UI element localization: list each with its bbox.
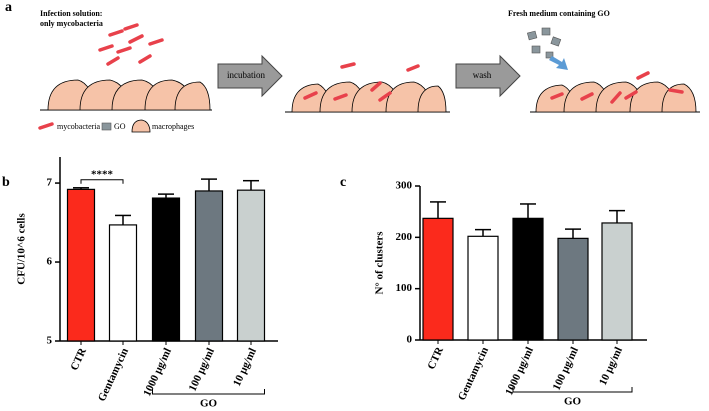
legend-label: GO bbox=[114, 122, 126, 131]
x-tick-label: 100 μg/ml bbox=[187, 346, 217, 393]
panel-label: b bbox=[2, 175, 10, 190]
y-axis-label: N° of clusters bbox=[374, 231, 386, 295]
bar bbox=[467, 235, 499, 341]
bar bbox=[236, 189, 266, 342]
bar bbox=[194, 190, 224, 342]
macrophages bbox=[291, 62, 447, 113]
panel-a: a Infection solution: only mycobacteria … bbox=[5, 0, 700, 133]
group-bracket bbox=[512, 387, 633, 393]
y-tick-label: 300 bbox=[396, 180, 413, 192]
group-label: GO bbox=[564, 396, 582, 408]
bar bbox=[66, 188, 96, 342]
bar bbox=[557, 237, 589, 341]
x-tick-label: 1000 μg/ml bbox=[141, 346, 174, 398]
arrow bbox=[217, 54, 283, 98]
legend-label: mycobacteria bbox=[57, 122, 101, 131]
fresh-medium-text: Fresh medium containing GO bbox=[508, 9, 610, 18]
bar bbox=[512, 217, 544, 341]
x-tick-label: Gentamycin bbox=[96, 346, 131, 403]
step-label: wash bbox=[473, 70, 492, 80]
bar bbox=[151, 197, 181, 342]
x-tick-label: 10 μg/ml bbox=[597, 345, 625, 387]
y-tick-label: 7 bbox=[47, 177, 53, 189]
panel-label: a bbox=[5, 0, 12, 15]
y-tick-label: 200 bbox=[396, 231, 413, 243]
y-axis-label: CFU/10^6 cells bbox=[16, 213, 28, 285]
bar bbox=[422, 217, 454, 341]
x-tick-label: 1000 μg/ml bbox=[503, 345, 536, 397]
group-label: GO bbox=[200, 398, 218, 410]
x-tick-label: Gentamycin bbox=[456, 345, 491, 402]
bar bbox=[601, 222, 633, 341]
bacteria bbox=[98, 23, 164, 66]
x-tick-label: CTR bbox=[68, 345, 89, 372]
significance-label: **** bbox=[91, 168, 114, 180]
x-tick-label: 10 μg/ml bbox=[231, 346, 259, 388]
macrophages bbox=[535, 71, 697, 113]
bar bbox=[108, 224, 138, 342]
group-bracket bbox=[152, 389, 265, 395]
y-tick-label: 6 bbox=[47, 256, 53, 268]
legend-label: macrophages bbox=[152, 122, 194, 131]
y-tick-label: 5 bbox=[47, 335, 53, 347]
infection-text: only mycobacteria bbox=[40, 19, 103, 28]
step-label: incubation bbox=[227, 70, 265, 80]
infection-text: Infection solution: bbox=[40, 9, 102, 18]
y-tick-label: 100 bbox=[396, 282, 413, 294]
x-tick-label: 100 μg/ml bbox=[551, 345, 581, 392]
macrophages bbox=[47, 79, 211, 111]
arrow bbox=[455, 54, 521, 98]
significance-bracket bbox=[80, 179, 124, 184]
y-tick-label: 0 bbox=[407, 334, 413, 346]
go-flakes bbox=[526, 27, 568, 70]
panel-label: c bbox=[340, 175, 346, 190]
x-tick-label: CTR bbox=[425, 344, 446, 371]
